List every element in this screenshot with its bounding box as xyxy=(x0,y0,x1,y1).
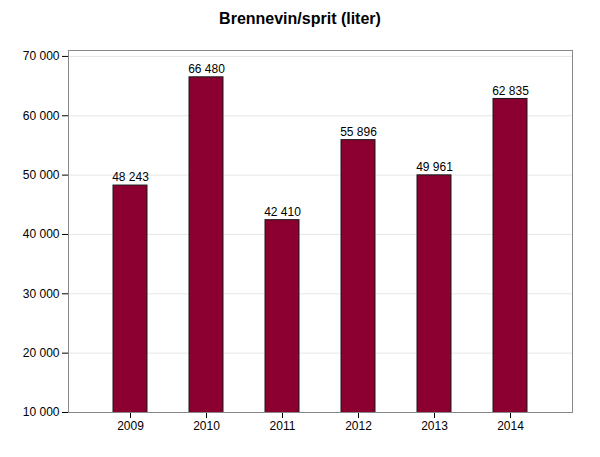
svg-text:30 000: 30 000 xyxy=(23,287,60,301)
svg-text:49 961: 49 961 xyxy=(416,160,453,174)
svg-text:42 410: 42 410 xyxy=(264,205,301,219)
svg-text:2011: 2011 xyxy=(270,419,296,433)
svg-text:40 000: 40 000 xyxy=(23,227,60,241)
svg-text:60 000: 60 000 xyxy=(23,109,60,123)
svg-text:70 000: 70 000 xyxy=(23,49,60,63)
html-text:Brennevin/sprit (liter): Brennevin/sprit (liter) xyxy=(219,10,381,27)
svg-text:50 000: 50 000 xyxy=(23,168,60,182)
svg-text:66 480: 66 480 xyxy=(188,62,225,76)
svg-text:2013: 2013 xyxy=(421,419,448,433)
svg-text:10 000: 10 000 xyxy=(23,405,60,419)
svg-text:55 896: 55 896 xyxy=(340,125,377,139)
svg-text:2009: 2009 xyxy=(117,419,144,433)
svg-text:62 835: 62 835 xyxy=(492,84,529,98)
svg-text:48 243: 48 243 xyxy=(112,170,149,184)
svg-text:2012: 2012 xyxy=(345,419,372,433)
svg-text:2014: 2014 xyxy=(497,419,524,433)
svg-text:20 000: 20 000 xyxy=(23,346,60,360)
svg-text:2010: 2010 xyxy=(193,419,220,433)
